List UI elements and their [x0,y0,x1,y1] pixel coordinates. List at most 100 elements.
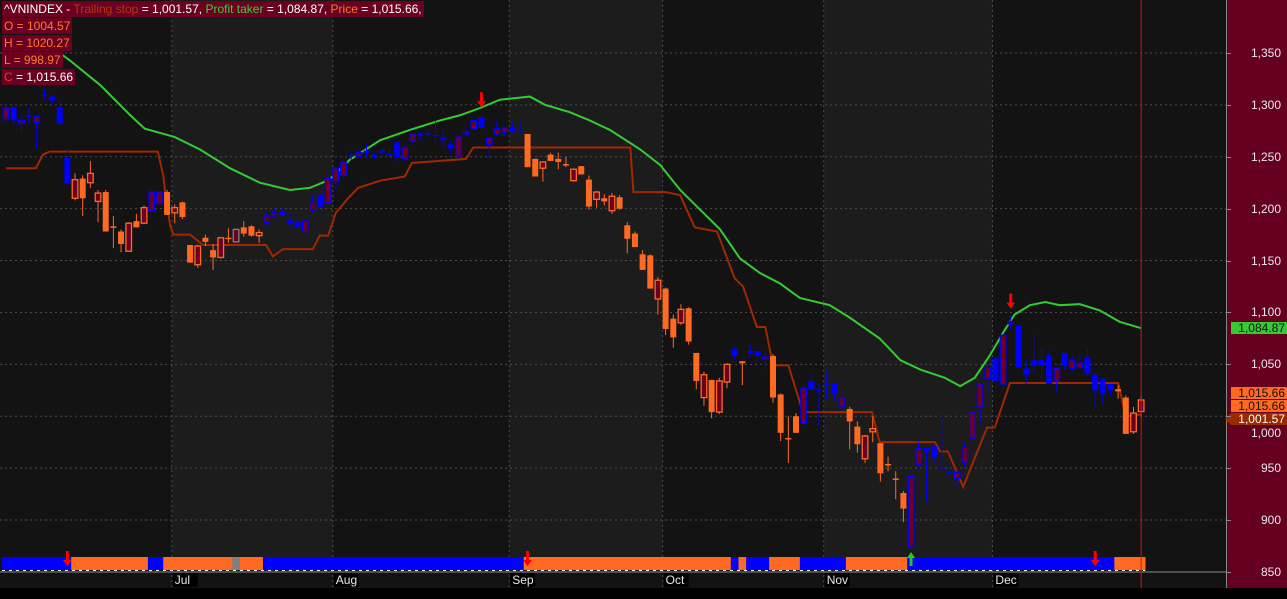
candle [270,208,278,217]
y-tick-mark [1227,520,1231,521]
ribbon-segment [899,557,908,570]
ribbon-segment [71,557,80,570]
ribbon-segment [109,557,118,570]
ribbon-segment [1075,557,1085,570]
candle-body [861,435,869,460]
ribbon-segment [623,557,632,570]
candle [662,287,669,336]
ribbon-segment [508,557,517,570]
month-label-bg [172,573,198,587]
ribbon-segment [1045,557,1054,570]
candle [240,221,247,237]
candle [171,204,179,224]
candle-body [2,107,10,121]
candle-body [401,146,409,160]
candle-body [125,222,133,252]
candle-body [670,318,677,338]
y-tick-mark [1227,468,1231,470]
candle [1007,315,1015,331]
ribbon-segment [101,557,111,570]
candle [2,104,10,123]
candle [869,416,877,443]
candle [301,220,309,233]
candle-body [309,202,317,211]
candle [363,144,370,157]
y-tick-label: 1,050 [1250,357,1281,372]
candle-body [685,308,692,342]
candle-body [555,158,562,162]
close-key: C [4,70,13,84]
candle [447,140,454,154]
ribbon-segment [163,557,172,570]
candle [770,353,776,403]
candle-body [270,212,278,217]
y-tick-mark [1227,260,1231,262]
trailing-stop-line [6,146,1142,490]
candle [417,131,424,141]
ribbon-segment [255,557,264,570]
candle [1092,372,1099,408]
candle [125,222,133,252]
candle [440,129,447,148]
ribbon-segment [577,557,586,570]
regime-ribbon [2,557,1146,571]
candle [110,215,117,249]
ribbon-segment [485,557,494,570]
y-tick-label: 1,300 [1250,97,1281,112]
ribbon-segment [715,557,724,570]
ribbon-segment [1083,557,1092,570]
candle-body [754,350,761,357]
candle [355,150,363,158]
profit-taker-value: = 1,084.87, [266,2,328,16]
ribbon-segment [631,557,640,570]
candle [808,372,815,390]
candle [232,228,240,243]
candle-body [585,179,592,207]
trailing-stop-label: Trailing stop [73,2,139,16]
price-axis[interactable]: 1,084.87 1,015.66 1,015.66 1,001.57 850 900 95… [1225,0,1287,588]
candle [846,406,853,450]
trailing-stop-pointer-icon [1225,412,1231,425]
candle [401,146,409,161]
ribbon-segment [193,557,203,570]
candle [1015,325,1022,368]
y-tick-mark [1227,208,1231,210]
ribbon-segment [316,557,325,570]
ribbon-segment [124,557,134,570]
y-tick-label: 1,000 [1250,425,1281,440]
candle-body [1061,352,1068,366]
ribbon-segment [999,557,1008,570]
candle [670,314,677,348]
month-label: Oct [666,573,685,587]
candle-body [570,168,578,182]
ribbon-segment [48,557,57,570]
candlestick-chart[interactable]: Jul Aug Sep Oct Nov Dec [0,0,1227,588]
ribbon-segment [600,557,609,570]
ribbon-segment [730,557,739,570]
ribbon-segment [1052,557,1062,570]
ribbon-segment [477,557,486,570]
candle [953,471,961,487]
high-value: H = 1020.27 [2,35,72,51]
ribbon-segment [247,557,256,570]
ribbon-segment [654,557,663,570]
ribbon-segment [25,557,34,570]
candle [187,244,194,263]
candle-body [777,394,784,433]
ribbon-segment [40,557,49,570]
ribbon-segment [1106,557,1115,570]
candle-body [639,254,646,270]
candle [17,115,25,132]
candle [348,150,355,160]
ribbon-segment [178,557,187,570]
candle-body [999,334,1007,385]
candle [539,161,547,182]
candle [478,114,485,130]
y-tick-label: 850 [1260,564,1281,579]
candle [263,211,271,226]
ribbon-segment [9,557,19,570]
ribbon-segment [937,557,947,570]
ribbon-segment [78,557,88,570]
ribbon-segment [339,557,348,570]
ribbon-segment [170,557,180,570]
